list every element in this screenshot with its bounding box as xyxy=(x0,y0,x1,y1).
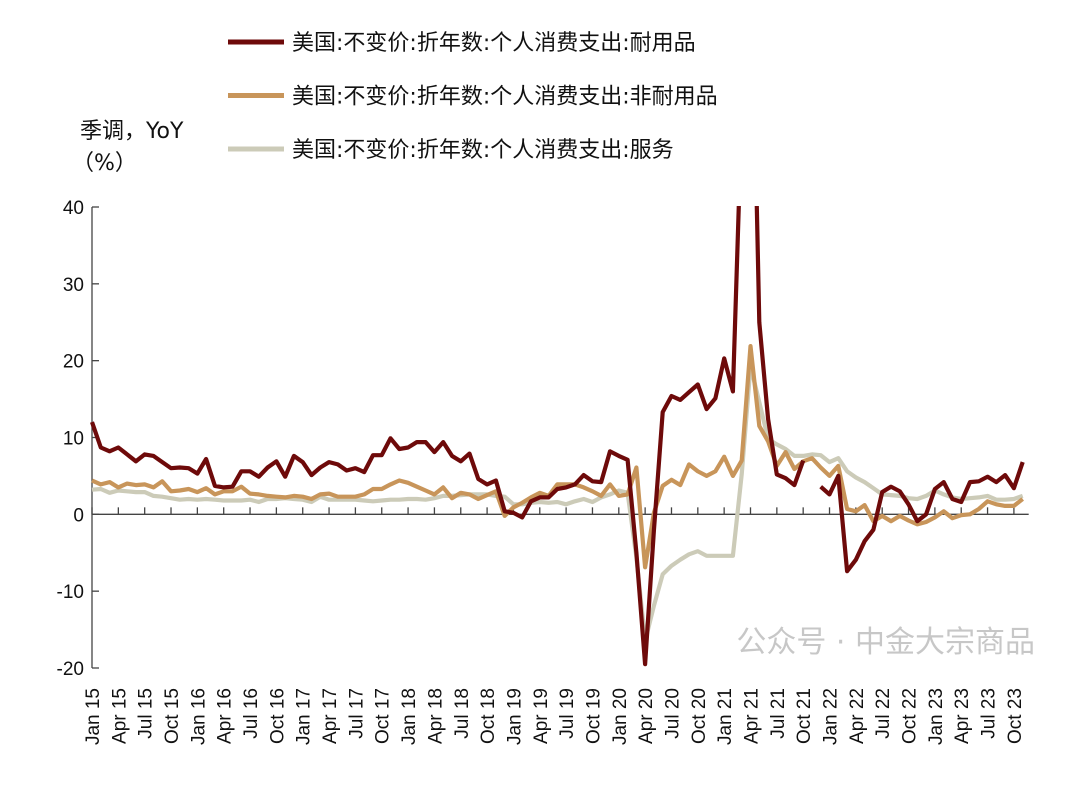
x-tick-label: Jan 16 xyxy=(188,688,209,745)
legend-label-0: 美国:不变价:折年数:个人消费支出:耐用品 xyxy=(292,31,696,56)
x-tick-label: Apr 16 xyxy=(215,688,236,744)
x-tick-label: Oct 18 xyxy=(478,688,499,744)
x-tick-label: Oct 15 xyxy=(162,688,183,744)
x-tick-label: Oct 22 xyxy=(900,688,921,744)
y-tick-label: 10 xyxy=(63,429,84,450)
y-tick-label: 40 xyxy=(63,198,84,219)
x-tick-label: Jul 16 xyxy=(241,688,262,739)
y-tick-label: -10 xyxy=(57,582,84,603)
x-tick-label: Jul 23 xyxy=(979,688,1000,739)
y-axis-label: 季调，YoY xyxy=(80,119,184,144)
x-tick-label: Oct 16 xyxy=(267,688,288,744)
y-tick-label: 30 xyxy=(63,275,84,296)
x-tick-label: Oct 19 xyxy=(583,688,604,744)
x-tick-label: Oct 20 xyxy=(689,688,710,744)
x-tick-label: Jul 21 xyxy=(768,688,789,739)
x-tick-label: Apr 17 xyxy=(320,688,341,744)
x-tick-label: Jul 22 xyxy=(873,688,894,739)
series-line-2 xyxy=(91,363,1024,644)
x-tick-label: Jul 20 xyxy=(662,688,683,739)
legend-label-2: 美国:不变价:折年数:个人消费支出:服务 xyxy=(292,138,674,163)
x-tick-label: Apr 23 xyxy=(952,688,973,744)
series-line-1 xyxy=(91,344,1024,570)
x-tick-label: Jul 19 xyxy=(557,688,578,739)
x-tick-label: Jan 22 xyxy=(821,688,842,745)
y-axis-unit: （%） xyxy=(72,151,137,176)
x-tick-label: Oct 17 xyxy=(373,688,394,744)
x-tick-label: Jan 15 xyxy=(83,688,104,745)
x-tick-label: Jul 15 xyxy=(136,688,157,739)
x-tick-label: Jan 18 xyxy=(399,688,420,745)
x-tick-label: Oct 23 xyxy=(1005,688,1026,744)
x-tick-label: Oct 21 xyxy=(794,688,815,744)
x-tick-label: Apr 20 xyxy=(636,688,657,744)
legend: 美国:不变价:折年数:个人消费支出:耐用品美国:不变价:折年数:个人消费支出:非… xyxy=(228,31,718,163)
y-tick-label: 20 xyxy=(63,352,84,373)
x-tick-label: Apr 18 xyxy=(425,688,446,744)
watermark: 公众号 · 中金大宗商品 xyxy=(736,625,1035,660)
series-line-0 xyxy=(90,206,1025,667)
y-tick-label: -20 xyxy=(57,659,84,680)
x-tick-label: Jan 20 xyxy=(610,688,631,745)
x-tick-label: Apr 15 xyxy=(109,688,130,744)
x-tick-label: Jul 17 xyxy=(346,688,367,739)
series-lines xyxy=(90,206,1025,667)
legend-label-1: 美国:不变价:折年数:个人消费支出:非耐用品 xyxy=(292,85,718,110)
x-tick-label: Jan 23 xyxy=(926,688,947,745)
x-tick-label: Jan 19 xyxy=(504,688,525,745)
x-tick-label: Apr 19 xyxy=(531,688,552,744)
y-tick-label: 0 xyxy=(73,505,84,526)
x-tick-label: Apr 22 xyxy=(847,688,868,744)
x-tick-label: Jul 18 xyxy=(452,688,473,739)
x-tick-label: Apr 21 xyxy=(742,688,763,744)
x-tick-label: Jan 21 xyxy=(715,688,736,745)
x-tick-label: Jan 17 xyxy=(294,688,315,745)
